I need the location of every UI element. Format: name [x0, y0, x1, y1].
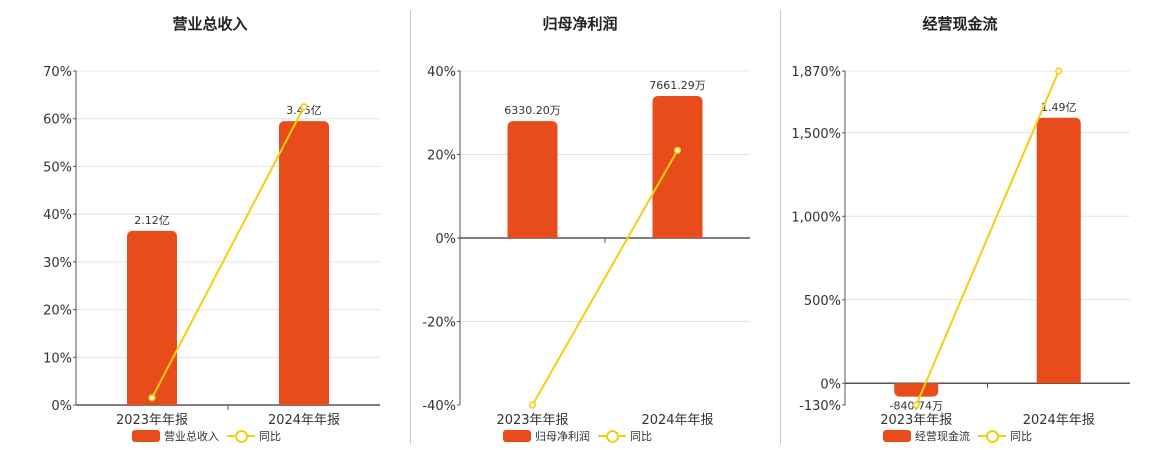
bar-value-label: 2.12亿 [134, 214, 170, 227]
legend-bar-label: 经营现金流 [915, 430, 970, 443]
y-tick-label: 1,500% [791, 127, 841, 142]
y-tick-label: 0% [51, 399, 72, 414]
y-tick-label: -20% [422, 316, 456, 331]
y-tick-label: -130% [799, 399, 841, 414]
y-tick-label: 0% [820, 377, 841, 392]
yoy-line [915, 70, 1060, 406]
bar-value-label: 6330.20万 [504, 104, 561, 117]
panel-title-revenue: 营业总收入 [172, 15, 248, 33]
bar [1036, 117, 1081, 384]
x-tick-label: 2023年年报 [116, 413, 188, 428]
y-tick-label: 40% [427, 65, 456, 80]
panel-title-operating-cashflow: 经营现金流 [922, 15, 998, 33]
y-tick-label: 40% [43, 208, 72, 223]
x-tick-label: 2024年年报 [268, 413, 340, 428]
yoy-line [151, 106, 305, 399]
legend-operating-cashflow: 经营现金流 同比 [883, 428, 1032, 444]
legend-bar-label: 营业总收入 [164, 430, 219, 443]
yoy-point [673, 146, 682, 154]
legend-line-label: 同比 [259, 430, 281, 443]
yoy-line [531, 149, 679, 406]
legend-bar-swatch [883, 430, 911, 442]
legend-line-label: 同比 [1010, 430, 1032, 443]
y-tick-label: 500% [804, 294, 841, 309]
x-tick-label: 2024年年报 [1023, 413, 1095, 428]
legend-bar-swatch [503, 430, 531, 442]
y-tick-label: 70% [43, 65, 72, 80]
panel-divider [410, 10, 411, 444]
yoy-point [912, 401, 920, 409]
y-tick-label: 1,000% [791, 210, 841, 225]
legend-line-swatch [978, 430, 1006, 443]
legend-line-swatch [227, 430, 255, 443]
bar-value-label: 7661.29万 [649, 79, 706, 92]
bar [507, 121, 558, 238]
legend-line-label: 同比 [630, 430, 652, 443]
panel-divider [780, 10, 781, 444]
bar [127, 230, 177, 405]
y-tick-label: 0% [435, 232, 456, 247]
bar [894, 383, 939, 397]
bar-value-label: 3.45亿 [286, 104, 322, 117]
yoy-point [300, 103, 308, 111]
bar-value-label: 1.49亿 [1041, 101, 1077, 114]
y-tick-label: 20% [43, 304, 72, 319]
legend-line-swatch [598, 430, 626, 443]
y-tick-label: 1,870% [791, 65, 841, 80]
y-tick-label: -40% [422, 399, 456, 414]
x-tick-label: 2023年年报 [880, 413, 952, 428]
x-tick-label: 2023年年报 [496, 413, 568, 428]
yoy-point [528, 401, 537, 409]
y-tick-label: 30% [43, 256, 72, 271]
legend-bar-swatch [132, 430, 160, 442]
y-tick-label: 20% [427, 149, 456, 164]
panel-title-net-profit: 归母净利润 [542, 15, 618, 33]
yoy-point [1055, 67, 1063, 75]
bar [652, 96, 703, 238]
y-tick-label: 60% [43, 113, 72, 128]
bar [279, 121, 329, 405]
yoy-point [148, 394, 156, 402]
legend-bar-label: 归母净利润 [535, 430, 590, 443]
y-tick-label: 10% [43, 351, 72, 366]
y-tick-label: 50% [43, 160, 72, 175]
legend-revenue: 营业总收入 同比 [132, 428, 281, 444]
x-tick-label: 2024年年报 [641, 413, 713, 428]
legend-net-profit: 归母净利润 同比 [503, 428, 652, 444]
